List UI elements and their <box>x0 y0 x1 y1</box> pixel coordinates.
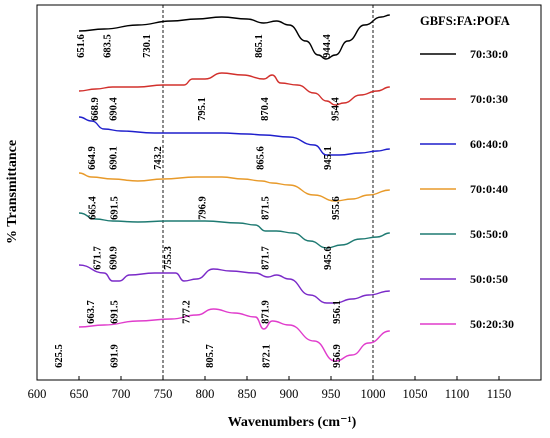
peak-label: 954.4 <box>330 96 341 120</box>
series-line-5 <box>78 212 390 249</box>
peak-label: 945.6 <box>323 246 334 270</box>
x-tick-label: 650 <box>70 387 89 401</box>
series-line-3 <box>78 116 390 156</box>
peak-label: 796.9 <box>198 196 209 220</box>
legend-title: GBFS:FA:POFA <box>420 14 510 28</box>
peak-label: 691.5 <box>109 196 120 220</box>
peak-label: 872.1 <box>261 344 272 368</box>
peak-label: 865.1 <box>254 34 265 58</box>
series-line-1 <box>78 14 390 60</box>
peak-label: 955.6 <box>331 196 342 220</box>
x-tick-label: 900 <box>280 387 299 401</box>
legend: GBFS:FA:POFA 70:30:0 70:0:30 60:40:0 70:0:4… <box>420 14 514 331</box>
x-tick-label: 1000 <box>361 387 386 401</box>
legend-entry-5: 50:50:0 <box>470 227 508 241</box>
legend-entry-4: 70:0:40 <box>470 182 508 196</box>
peak-label: 944.4 <box>322 33 333 57</box>
peak-label: 956.1 <box>332 300 343 324</box>
peak-label: 730.1 <box>142 34 153 58</box>
x-tick-label: 800 <box>196 387 215 401</box>
peak-label: 690.9 <box>109 246 120 270</box>
legend-entry-3: 60:40:0 <box>470 137 508 151</box>
peak-label: 683.5 <box>103 34 114 58</box>
series-line-2 <box>78 72 390 106</box>
peak-label: 671.7 <box>93 246 104 270</box>
x-tick-label: 950 <box>322 387 341 401</box>
peak-label: 625.5 <box>54 344 65 368</box>
series-line-4 <box>78 172 390 202</box>
peak-label: 664.9 <box>87 146 98 170</box>
peak-label: 945.1 <box>323 146 334 170</box>
peak-label: 871.7 <box>261 246 272 270</box>
x-tick-label: 1150 <box>487 387 512 401</box>
peak-label: 690.1 <box>109 146 120 170</box>
series-line-7 <box>78 308 390 362</box>
peak-label: 743.2 <box>153 146 164 170</box>
x-tick-label: 1100 <box>445 387 470 401</box>
x-tick-label: 750 <box>154 387 173 401</box>
peak-label: 777.2 <box>182 300 193 324</box>
peak-label: 690.4 <box>109 96 120 120</box>
legend-entry-2: 70:0:30 <box>470 92 508 106</box>
peak-label: 651.6 <box>76 34 87 58</box>
legend-entry-6: 50:0:50 <box>470 272 508 286</box>
peak-label: 691.9 <box>109 344 120 368</box>
series-curves <box>78 14 390 362</box>
legend-entry-1: 70:30:0 <box>470 47 508 61</box>
peak-label: 691.5 <box>109 300 120 324</box>
peak-label: 663.7 <box>86 300 97 324</box>
series-line-6 <box>78 264 390 304</box>
peak-label: 805.7 <box>205 344 216 368</box>
x-tick-label: 850 <box>238 387 257 401</box>
peak-label: 871.9 <box>261 300 272 324</box>
peak-labels: 651.6 683.5 730.1 865.1 944.4 668.9 690.4 795.1… <box>54 33 343 367</box>
x-tick-label: 1050 <box>403 387 428 401</box>
x-axis-title: Wavenumbers (cm⁻¹) <box>228 415 357 430</box>
peak-label: 665.4 <box>88 195 99 219</box>
x-axis-ticks: 600 650 700 750 800 850 900 950 1000 1050 1100 1150 <box>28 376 512 401</box>
peak-label: 755.3 <box>163 246 174 270</box>
peak-label: 795.1 <box>197 97 208 121</box>
y-axis-title: % Transmittance <box>5 140 20 244</box>
peak-label: 668.9 <box>90 97 101 121</box>
peak-label: 956.9 <box>332 344 343 368</box>
reference-lines <box>162 5 374 380</box>
peak-label: 865.6 <box>256 146 267 170</box>
x-tick-label: 700 <box>112 387 131 401</box>
peak-label: 870.4 <box>260 96 271 120</box>
peak-label: 871.5 <box>261 196 272 220</box>
x-tick-label: 600 <box>28 387 47 401</box>
legend-entry-7: 50:20:30 <box>470 317 514 331</box>
